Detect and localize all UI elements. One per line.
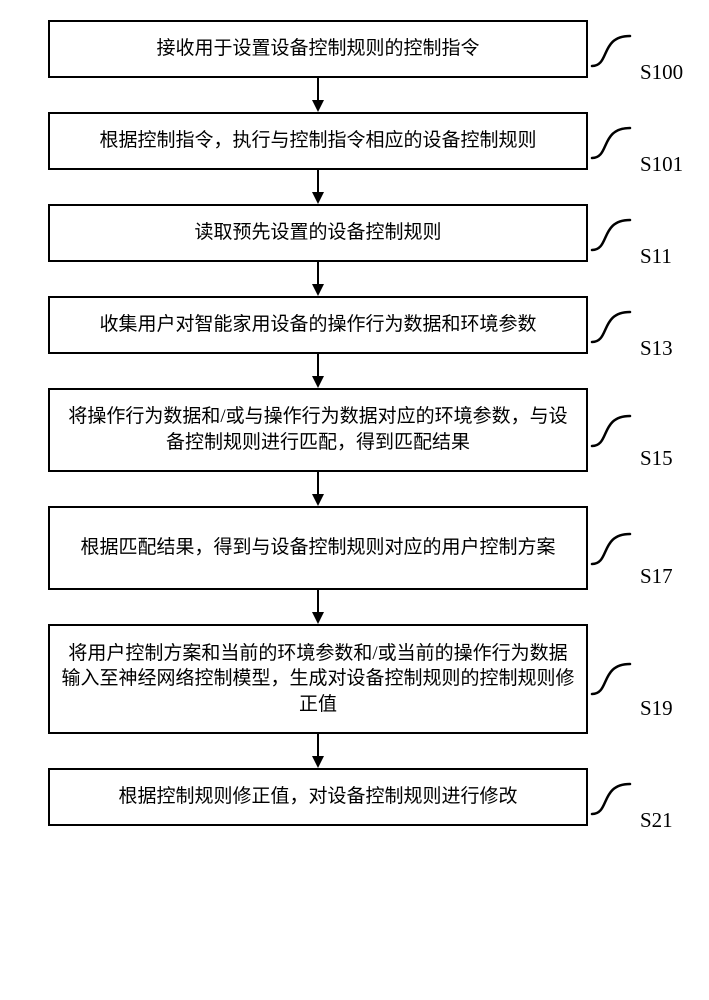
step-label-S15: S15 bbox=[640, 446, 673, 471]
step-label-S21: S21 bbox=[640, 808, 673, 833]
step-text: 将用户控制方案和当前的环境参数和/或当前的操作行为数据输入至神经网络控制模型，生… bbox=[60, 641, 576, 718]
step-curve-S21 bbox=[590, 778, 638, 827]
step-text: 将操作行为数据和/或与操作行为数据对应的环境参数，与设备控制规则进行匹配，得到匹… bbox=[60, 404, 576, 455]
flowchart-step-S15: 将操作行为数据和/或与操作行为数据对应的环境参数，与设备控制规则进行匹配，得到匹… bbox=[48, 388, 588, 472]
flowchart-step-S100: 接收用于设置设备控制规则的控制指令 bbox=[48, 20, 588, 78]
step-label-S100: S100 bbox=[640, 60, 683, 85]
step-curve-S11 bbox=[590, 214, 638, 263]
step-curve-S15 bbox=[590, 410, 638, 459]
step-curve-S17 bbox=[590, 528, 638, 577]
flowchart-step-S11: 读取预先设置的设备控制规则 bbox=[48, 204, 588, 262]
step-text: 根据控制指令，执行与控制指令相应的设备控制规则 bbox=[99, 128, 536, 154]
flowchart-step-S21: 根据控制规则修正值，对设备控制规则进行修改 bbox=[48, 768, 588, 826]
step-text: 根据匹配结果，得到与设备控制规则对应的用户控制方案 bbox=[80, 535, 555, 561]
step-label-S19: S19 bbox=[640, 696, 673, 721]
flowchart-step-S101: 根据控制指令，执行与控制指令相应的设备控制规则 bbox=[48, 112, 588, 170]
step-text: 收集用户对智能家用设备的操作行为数据和环境参数 bbox=[99, 312, 536, 338]
step-text: 接收用于设置设备控制规则的控制指令 bbox=[156, 36, 479, 62]
flowchart-canvas: 接收用于设置设备控制规则的控制指令 S100 根据控制指令，执行与控制指令相应的设备… bbox=[0, 0, 709, 1000]
step-curve-S19 bbox=[590, 658, 638, 707]
step-label-S13: S13 bbox=[640, 336, 673, 361]
step-label-S101: S101 bbox=[640, 152, 683, 177]
flowchart-step-S19: 将用户控制方案和当前的环境参数和/或当前的操作行为数据输入至神经网络控制模型，生… bbox=[48, 624, 588, 734]
flowchart-step-S13: 收集用户对智能家用设备的操作行为数据和环境参数 bbox=[48, 296, 588, 354]
step-text: 读取预先设置的设备控制规则 bbox=[194, 220, 441, 246]
step-label-S11: S11 bbox=[640, 244, 672, 269]
step-curve-S13 bbox=[590, 306, 638, 355]
step-label-S17: S17 bbox=[640, 564, 673, 589]
step-curve-S101 bbox=[590, 122, 638, 171]
flowchart-step-S17: 根据匹配结果，得到与设备控制规则对应的用户控制方案 bbox=[48, 506, 588, 590]
step-text: 根据控制规则修正值，对设备控制规则进行修改 bbox=[118, 784, 517, 810]
step-curve-S100 bbox=[590, 30, 638, 79]
